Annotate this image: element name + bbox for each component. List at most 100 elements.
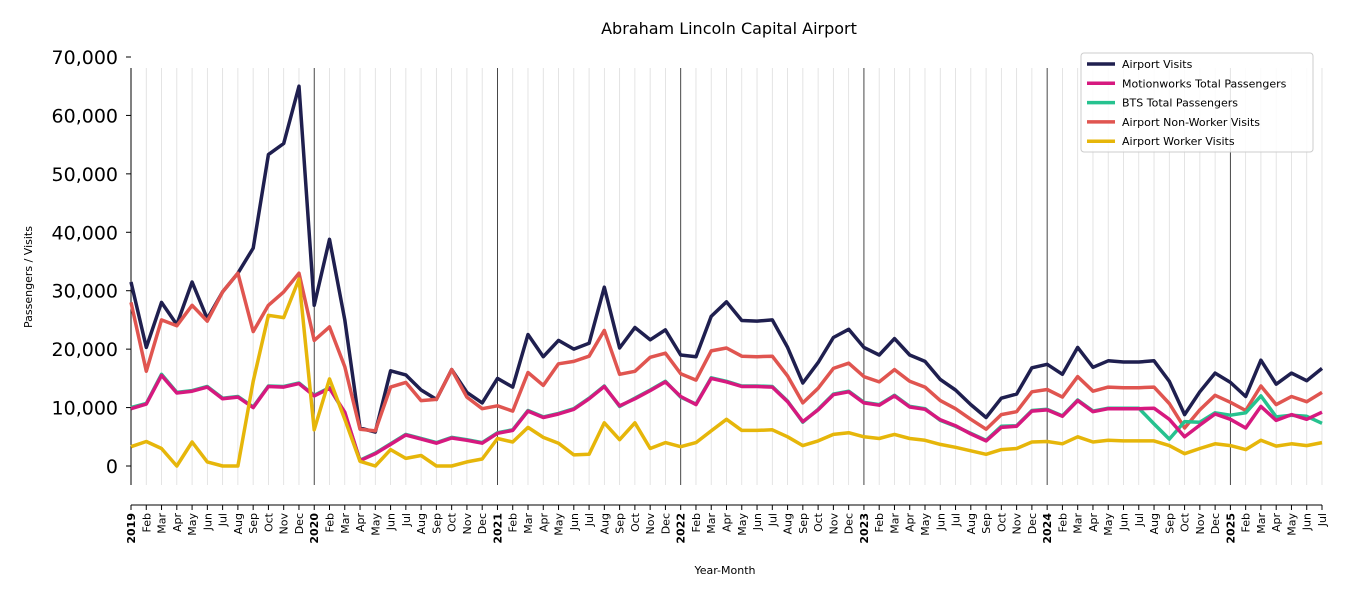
x-tick-label-month: Feb xyxy=(873,513,886,532)
x-tick-label-month: Feb xyxy=(690,513,703,532)
series-line xyxy=(129,271,1323,433)
series-line xyxy=(129,84,1324,434)
x-tick-label-month: May xyxy=(736,513,749,536)
x-tick-label-month: Mar xyxy=(1255,513,1268,534)
x-tick-label-month: Nov xyxy=(1011,513,1024,535)
x-tick-label-year: 2025 xyxy=(1224,513,1237,544)
x-tick-label-month: Sep xyxy=(614,513,627,534)
series-line xyxy=(130,373,1323,463)
legend: Airport Visits Motionworks Total Passenge… xyxy=(1080,52,1314,153)
y-tick-label: 30,000 xyxy=(52,281,118,303)
legend-label: BTS Total Passengers xyxy=(1122,97,1238,110)
x-tick-label-month: Dec xyxy=(1026,513,1039,534)
x-tick-label-month: Jun xyxy=(934,513,947,531)
x-tick-label-month: Mar xyxy=(888,513,901,534)
x-tick-label-month: Oct xyxy=(812,512,825,532)
y-tick-label: 70,000 xyxy=(52,47,118,69)
y-tick-label: 0 xyxy=(106,456,118,478)
x-tick-label-month: Apr xyxy=(721,513,734,533)
x-tick-label-month: Aug xyxy=(782,513,795,534)
x-tick-label-month: Aug xyxy=(232,513,245,534)
x-tick-label-month: Jul xyxy=(1133,513,1146,527)
x-tick-label-month: Jun xyxy=(201,513,214,531)
x-tick-label-month: May xyxy=(553,513,566,536)
x-tick-label-month: Nov xyxy=(461,513,474,535)
axes: 2019 Feb Mar Apr May Jun Jul Aug Sep Oct Nov Dec 202… xyxy=(52,47,1329,544)
x-tick-label-month: Mar xyxy=(339,513,352,534)
x-tick-label-month: Nov xyxy=(827,513,840,535)
x-tick-label-month: Jul xyxy=(400,513,413,527)
x-tick-label-month: Oct xyxy=(995,512,1008,532)
x-tick-label-month: Dec xyxy=(476,513,489,534)
x-tick-label-month: Sep xyxy=(797,513,810,534)
x-tick-label-month: Jul xyxy=(1316,513,1329,527)
x-tick-label-month: Dec xyxy=(659,513,672,534)
x-tick-label-month: May xyxy=(1102,513,1115,536)
x-tick-label-month: Apr xyxy=(537,513,550,533)
x-tick-label-month: Apr xyxy=(904,513,917,533)
x-tick-label-month: Sep xyxy=(247,513,260,534)
x-tick-label-month: Nov xyxy=(278,513,291,535)
x-tick-label-month: Jun xyxy=(385,513,398,531)
x-tick-label-month: Jun xyxy=(568,513,581,531)
x-tick-label-month: Jun xyxy=(751,513,764,531)
chart-title: Abraham Lincoln Capital Airport xyxy=(601,19,857,38)
x-tick-label-year: 2024 xyxy=(1041,513,1054,544)
x-tick-label-month: Feb xyxy=(507,513,520,532)
x-tick-label-month: May xyxy=(919,513,932,536)
x-tick-label-month: Dec xyxy=(1209,513,1222,534)
legend-label: Airport Worker Visits xyxy=(1122,135,1235,148)
y-tick-label: 50,000 xyxy=(52,164,118,186)
legend-label: Airport Visits xyxy=(1122,58,1193,71)
y-tick-label: 60,000 xyxy=(52,105,118,127)
x-tick-label-month: Aug xyxy=(1148,513,1161,534)
x-tick-label-month: Jul xyxy=(583,513,596,527)
x-tick-label-month: Oct xyxy=(446,512,459,532)
x-tick-label-month: Nov xyxy=(1194,513,1207,535)
x-axis-label: Year-Month xyxy=(693,564,755,577)
x-tick-label-month: Dec xyxy=(293,513,306,534)
x-tick-label-month: Feb xyxy=(324,513,337,532)
legend-label: Airport Non-Worker Visits xyxy=(1122,116,1260,129)
x-tick-label-month: Mar xyxy=(705,513,718,534)
x-tick-label-month: Mar xyxy=(1072,513,1085,534)
x-tick-label-month: Aug xyxy=(965,513,978,534)
x-tick-label-month: Apr xyxy=(1270,513,1283,533)
x-tick-label-month: Apr xyxy=(354,513,367,533)
x-tick-label-month: Apr xyxy=(171,513,184,533)
legend-box xyxy=(1080,52,1314,153)
series-line xyxy=(130,277,1323,468)
x-tick-label-month: Jul xyxy=(766,513,779,527)
x-tick-label-month: Aug xyxy=(415,513,428,534)
x-tick-label-month: Oct xyxy=(262,512,275,532)
y-tick-label: 40,000 xyxy=(52,222,118,244)
x-tick-label-month: Oct xyxy=(629,512,642,532)
x-tick-label-month: Jul xyxy=(950,513,963,527)
x-tick-label-month: Nov xyxy=(644,513,657,535)
x-tick-label-month: Jun xyxy=(1301,513,1314,531)
x-tick-label-month: Apr xyxy=(1087,513,1100,533)
x-tick-label-month: Sep xyxy=(430,513,443,534)
x-tick-label-month: Feb xyxy=(140,513,153,532)
x-tick-label-month: Jul xyxy=(217,513,230,527)
x-tick-label-month: Mar xyxy=(156,513,169,534)
y-tick-label: 20,000 xyxy=(52,339,118,361)
x-tick-label-month: Aug xyxy=(598,513,611,534)
x-tick-label-month: Mar xyxy=(522,513,535,534)
x-tick-label-month: Oct xyxy=(1179,512,1192,532)
x-tick-label-month: Jun xyxy=(1118,513,1131,531)
x-tick-label-month: Dec xyxy=(843,513,856,534)
x-tick-label-month: May xyxy=(1285,513,1298,536)
x-tick-label-month: May xyxy=(369,513,382,536)
y-axis-label: Passengers / Visits xyxy=(22,226,35,328)
x-tick-label-year: 2020 xyxy=(308,513,321,544)
x-tick-label-year: 2023 xyxy=(858,513,871,544)
x-tick-label-month: Sep xyxy=(980,513,993,534)
x-tick-label-month: Feb xyxy=(1240,513,1253,532)
y-tick-label: 10,000 xyxy=(52,398,118,420)
series-lines xyxy=(129,84,1324,468)
x-tick-label-month: May xyxy=(186,513,199,536)
x-tick-label-month: Feb xyxy=(1056,513,1069,532)
x-tick-label-month: Sep xyxy=(1163,513,1176,534)
